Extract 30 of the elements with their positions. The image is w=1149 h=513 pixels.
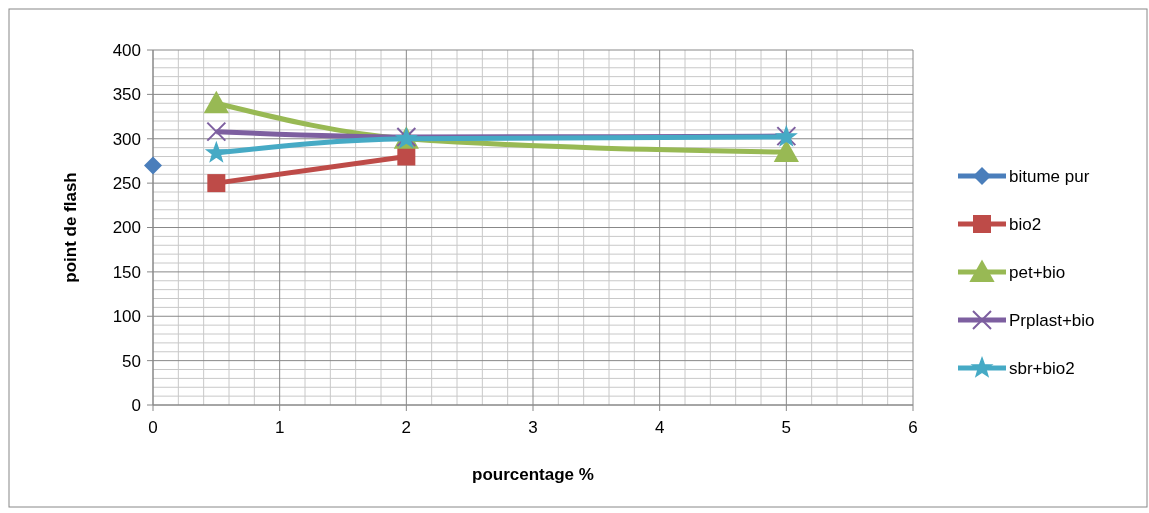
y-tick-label: 350 xyxy=(112,85,141,105)
x-tick-label: 5 xyxy=(781,418,792,437)
y-tick-label: 150 xyxy=(112,262,141,282)
y-tick-label: 250 xyxy=(112,174,141,194)
y-tick-label: 200 xyxy=(112,218,141,238)
y-tick-label: 300 xyxy=(112,129,141,149)
legend-label: Prplast+bio xyxy=(1009,310,1095,330)
point xyxy=(144,156,162,175)
y-tick-label: 50 xyxy=(122,351,141,371)
point xyxy=(397,147,416,166)
x-tick-label: 6 xyxy=(908,418,918,437)
legend-label: bio2 xyxy=(1009,214,1042,234)
legend-label: bitume pur xyxy=(1009,166,1090,186)
x-tick-label: 1 xyxy=(274,418,285,437)
legend-label: pet+bio xyxy=(1009,262,1066,282)
y-axis-title: point de flash xyxy=(61,172,80,283)
x-tick-label: 3 xyxy=(528,418,538,437)
point xyxy=(206,142,227,162)
point xyxy=(203,90,229,114)
y-tick-label: 100 xyxy=(112,307,141,327)
y-tick-label: 0 xyxy=(131,395,141,415)
legend-label: sbr+bio2 xyxy=(1009,358,1075,378)
x-tick-label: 4 xyxy=(654,418,665,437)
x-tick-label: 0 xyxy=(148,418,158,437)
point xyxy=(773,139,799,162)
point xyxy=(206,121,227,142)
point xyxy=(207,174,226,193)
y-tick-label: 400 xyxy=(112,40,141,60)
x-axis-title: pourcentage % xyxy=(472,465,594,484)
x-tick-label: 2 xyxy=(401,418,412,437)
